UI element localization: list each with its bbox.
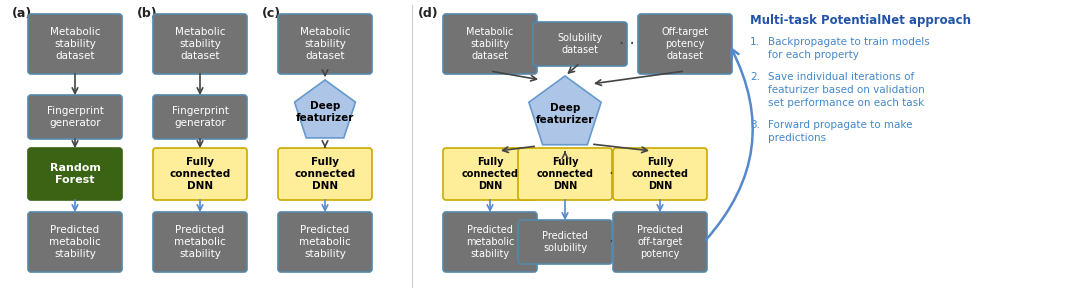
Text: Fully
connected
DNN: Fully connected DNN	[170, 157, 231, 191]
Text: Fingerprint
generator: Fingerprint generator	[46, 106, 104, 128]
FancyBboxPatch shape	[443, 148, 537, 200]
FancyBboxPatch shape	[638, 14, 732, 74]
FancyBboxPatch shape	[153, 95, 247, 139]
FancyBboxPatch shape	[613, 212, 707, 272]
FancyBboxPatch shape	[443, 14, 537, 74]
Text: Fully
connected
DNN: Fully connected DNN	[461, 157, 518, 191]
FancyBboxPatch shape	[278, 148, 372, 200]
Text: (c): (c)	[262, 7, 281, 20]
FancyBboxPatch shape	[153, 212, 247, 272]
FancyBboxPatch shape	[613, 148, 707, 200]
Text: Fingerprint
generator: Fingerprint generator	[172, 106, 229, 128]
Text: Predicted
metabolic
stability: Predicted metabolic stability	[49, 225, 100, 259]
Text: Fully
connected
DNN: Fully connected DNN	[537, 157, 594, 191]
Text: Random
Forest: Random Forest	[50, 163, 100, 185]
Text: (b): (b)	[137, 7, 158, 20]
Text: Fully
connected
DNN: Fully connected DNN	[632, 157, 689, 191]
FancyBboxPatch shape	[518, 148, 612, 200]
Text: Metabolic
stability
dataset: Metabolic stability dataset	[50, 27, 100, 61]
FancyBboxPatch shape	[28, 148, 122, 200]
FancyBboxPatch shape	[518, 220, 612, 264]
Text: Multi-task PotentialNet approach: Multi-task PotentialNet approach	[750, 14, 971, 27]
Text: Forward propagate to make
predictions: Forward propagate to make predictions	[768, 120, 913, 143]
Text: (a): (a)	[12, 7, 32, 20]
FancyBboxPatch shape	[153, 14, 247, 74]
Polygon shape	[529, 76, 602, 145]
Text: Deep
featurizer: Deep featurizer	[296, 101, 354, 123]
Text: 1.: 1.	[750, 37, 760, 47]
FancyBboxPatch shape	[443, 212, 537, 272]
Polygon shape	[295, 80, 355, 138]
Text: Deep
featurizer: Deep featurizer	[536, 103, 594, 125]
FancyBboxPatch shape	[278, 212, 372, 272]
Text: Metabolic
stability
dataset: Metabolic stability dataset	[300, 27, 350, 61]
Text: · · ·: · · ·	[609, 233, 636, 251]
Text: Predicted
metabolic
stability: Predicted metabolic stability	[465, 225, 514, 259]
Text: Metabolic
stability
dataset: Metabolic stability dataset	[175, 27, 226, 61]
FancyBboxPatch shape	[278, 14, 372, 74]
Text: 2.: 2.	[750, 72, 760, 82]
Text: Off-target
potency
dataset: Off-target potency dataset	[661, 27, 708, 61]
Text: Predicted
metabolic
stability: Predicted metabolic stability	[299, 225, 351, 259]
FancyArrowPatch shape	[706, 49, 753, 240]
FancyBboxPatch shape	[28, 212, 122, 272]
Text: 3.: 3.	[750, 120, 760, 130]
FancyBboxPatch shape	[153, 148, 247, 200]
Text: Fully
connected
DNN: Fully connected DNN	[295, 157, 355, 191]
Text: Predicted
metabolic
stability: Predicted metabolic stability	[174, 225, 226, 259]
FancyBboxPatch shape	[534, 22, 627, 66]
Text: Solubility
dataset: Solubility dataset	[557, 33, 603, 55]
Text: Metabolic
stability
dataset: Metabolic stability dataset	[467, 27, 514, 61]
Text: · · ·: · · ·	[619, 35, 646, 53]
Text: Predicted
solubility: Predicted solubility	[542, 231, 588, 253]
Text: Backpropagate to train models
for each property: Backpropagate to train models for each p…	[768, 37, 930, 60]
Text: Predicted
off-target
potency: Predicted off-target potency	[637, 225, 683, 259]
Text: Save individual iterations of
featurizer based on validation
set performance on : Save individual iterations of featurizer…	[768, 72, 924, 107]
FancyBboxPatch shape	[28, 14, 122, 74]
FancyBboxPatch shape	[28, 95, 122, 139]
Text: · · ·: · · ·	[609, 165, 636, 183]
Text: (d): (d)	[418, 7, 438, 20]
